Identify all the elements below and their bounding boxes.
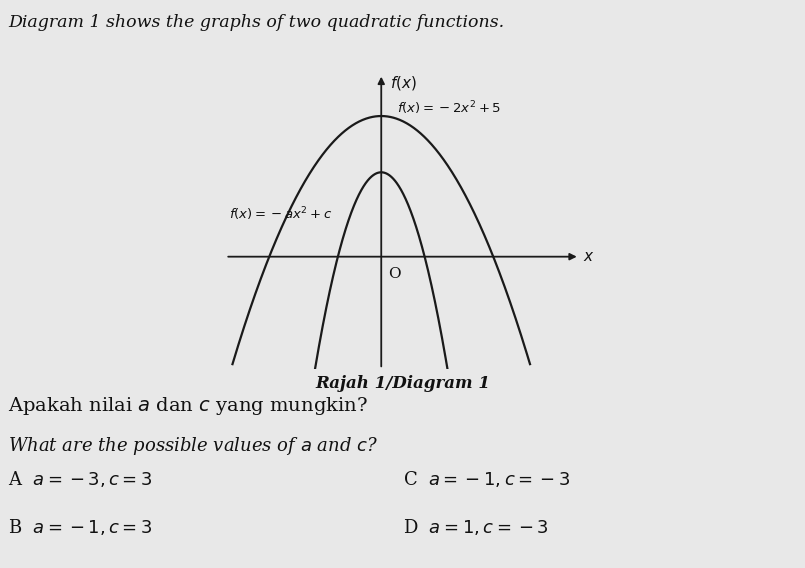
Text: What are the possible values of $a$ and $c$?: What are the possible values of $a$ and …	[8, 435, 378, 457]
Text: Apakah nilai $a$ dan $c$ yang mungkin?: Apakah nilai $a$ dan $c$ yang mungkin?	[8, 395, 368, 417]
Text: $f(x)$: $f(x)$	[390, 74, 417, 92]
Text: C  $a=-1, c=-3$: C $a=-1, c=-3$	[402, 469, 570, 488]
Text: $f(x)=-ax^2+c$: $f(x)=-ax^2+c$	[229, 206, 332, 223]
Text: Diagram 1 shows the graphs of two quadratic functions.: Diagram 1 shows the graphs of two quadra…	[8, 14, 504, 31]
Text: O: O	[388, 266, 401, 281]
Text: D  $a=1, c=-3$: D $a=1, c=-3$	[402, 517, 548, 537]
Text: A  $a=-3, c=3$: A $a=-3, c=3$	[8, 469, 152, 488]
Text: $x$: $x$	[583, 250, 595, 264]
Text: B  $a=-1, c=3$: B $a=-1, c=3$	[8, 517, 153, 537]
Text: $f(x)=-2x^2+5$: $f(x)=-2x^2+5$	[397, 99, 501, 117]
Text: Rajah 1/Diagram 1: Rajah 1/Diagram 1	[315, 375, 490, 392]
